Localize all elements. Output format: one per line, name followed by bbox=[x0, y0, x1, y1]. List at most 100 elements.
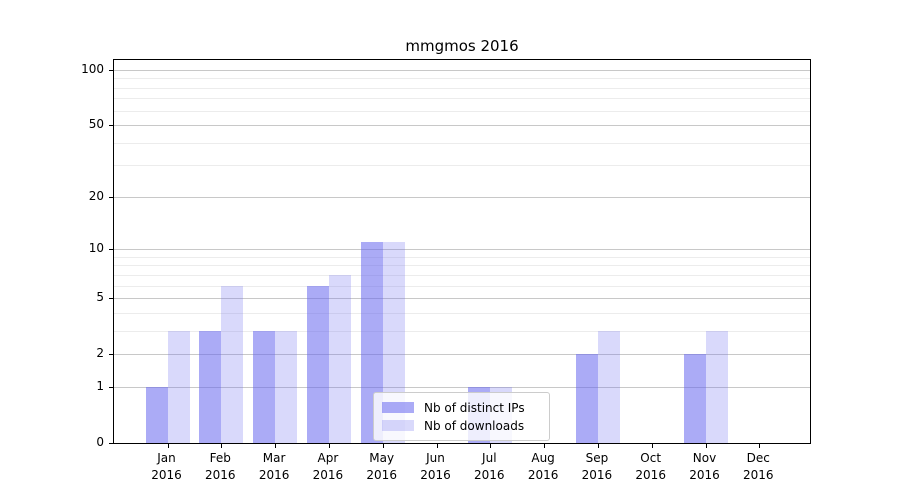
x-tick-label-year: 2016 bbox=[635, 468, 666, 482]
major-gridline-10 bbox=[114, 249, 810, 250]
x-tick-label-feb: Feb 2016 bbox=[205, 450, 236, 484]
x-tick-label-month: Jan bbox=[157, 451, 176, 465]
x-tick-label-year: 2016 bbox=[420, 468, 451, 482]
x-tick-mark-feb bbox=[221, 444, 222, 448]
x-tick-label-oct: Oct 2016 bbox=[635, 450, 666, 484]
x-tick-label-apr: Apr 2016 bbox=[313, 450, 344, 484]
major-gridline-20 bbox=[114, 197, 810, 198]
y-tick-mark-2 bbox=[109, 354, 113, 355]
x-tick-label-year: 2016 bbox=[581, 468, 613, 482]
x-tick-label-year: 2016 bbox=[312, 468, 344, 482]
x-tick-label-month: Mar bbox=[262, 451, 286, 465]
y-tick-label-2: 2 bbox=[96, 346, 104, 360]
x-tick-label-month: Nov bbox=[692, 451, 717, 465]
minor-gridline-4 bbox=[114, 313, 810, 314]
legend-item-distinct-ips: Nb of distinct IPs bbox=[382, 399, 541, 416]
x-tick-label-sep: Sep 2016 bbox=[582, 450, 613, 484]
x-tick-label-month: Aug bbox=[531, 451, 555, 465]
y-tick-label-20: 20 bbox=[88, 189, 104, 203]
x-tick-label-year: 2016 bbox=[689, 468, 720, 482]
y-tick-label-100: 100 bbox=[81, 62, 104, 76]
bar-feb-downloads bbox=[221, 285, 244, 443]
bar-mar-distinct-ips bbox=[253, 330, 276, 443]
x-tick-label-month: Jul bbox=[482, 451, 497, 465]
y-tick-mark-50 bbox=[109, 125, 113, 126]
x-axis-tick-labels: Jan 2016 Feb 2016 Mar 2016 Apr 2016 May 2016 Jun 20… bbox=[113, 450, 811, 492]
legend: Nb of distinct IPs Nb of downloads bbox=[373, 392, 550, 441]
minor-gridline-6 bbox=[114, 286, 810, 287]
legend-swatch-downloads-icon bbox=[382, 420, 414, 431]
y-tick-mark-0 bbox=[109, 443, 113, 444]
bars-layer bbox=[114, 60, 810, 443]
plot-area bbox=[109, 59, 811, 448]
minor-gridline-80 bbox=[114, 88, 810, 89]
legend-swatch-distinct-ips-icon bbox=[382, 402, 414, 413]
bar-jan-downloads bbox=[167, 330, 190, 443]
major-gridline-50 bbox=[114, 125, 810, 126]
x-tick-mark-apr bbox=[329, 444, 330, 448]
x-tick-label-nov: Nov 2016 bbox=[689, 450, 720, 484]
x-tick-label-year: 2016 bbox=[205, 468, 236, 482]
x-tick-label-month: Jun bbox=[426, 451, 445, 465]
x-tick-label-jun: Jun 2016 bbox=[420, 450, 451, 484]
minor-gridline-9 bbox=[114, 257, 810, 258]
y-tick-label-10: 10 bbox=[88, 241, 104, 255]
x-tick-label-jul: Jul 2016 bbox=[474, 450, 505, 484]
x-tick-mark-nov bbox=[706, 444, 707, 448]
y-tick-mark-100 bbox=[109, 70, 113, 71]
bar-apr-downloads bbox=[328, 274, 351, 443]
x-tick-label-month: Sep bbox=[585, 451, 609, 465]
minor-gridline-30 bbox=[114, 165, 810, 166]
bar-apr-distinct-ips bbox=[306, 285, 329, 443]
bar-jan-distinct-ips bbox=[145, 386, 168, 443]
y-tick-mark-10 bbox=[109, 249, 113, 250]
x-tick-label-year: 2016 bbox=[474, 468, 505, 482]
x-tick-mark-may bbox=[383, 444, 384, 448]
x-tick-label-aug: Aug 2016 bbox=[528, 450, 559, 484]
bar-feb-distinct-ips bbox=[199, 330, 222, 443]
x-tick-label-year: 2016 bbox=[151, 468, 182, 482]
legend-label-distinct-ips: Nb of distinct IPs bbox=[424, 400, 525, 415]
x-tick-label-year: 2016 bbox=[258, 468, 290, 482]
y-tick-label-50: 50 bbox=[88, 117, 104, 131]
x-tick-label-jan: Jan 2016 bbox=[151, 450, 182, 484]
x-tick-label-mar: Mar 2016 bbox=[259, 450, 290, 484]
major-gridline-5 bbox=[114, 298, 810, 299]
y-tick-label-1: 1 bbox=[96, 379, 104, 393]
chart-title: mmgmos 2016 bbox=[405, 37, 519, 55]
legend-item-downloads: Nb of downloads bbox=[382, 417, 541, 434]
minor-gridline-60 bbox=[114, 111, 810, 112]
gridlines-layer bbox=[114, 60, 810, 443]
x-tick-label-month: May bbox=[369, 451, 395, 465]
x-tick-label-year: 2016 bbox=[366, 468, 397, 482]
y-tick-mark-5 bbox=[109, 298, 113, 299]
minor-gridline-8 bbox=[114, 265, 810, 266]
major-gridline-1 bbox=[114, 387, 810, 388]
major-gridline-2 bbox=[114, 354, 810, 355]
minor-gridline-70 bbox=[114, 98, 810, 99]
y-tick-label-5: 5 bbox=[96, 290, 104, 304]
y-tick-mark-20 bbox=[109, 197, 113, 198]
major-gridline-100 bbox=[114, 70, 810, 71]
y-tick-mark-1 bbox=[109, 387, 113, 388]
x-tick-mark-jan bbox=[168, 444, 169, 448]
bar-sep-distinct-ips bbox=[575, 354, 598, 443]
x-tick-label-year: 2016 bbox=[527, 468, 559, 482]
tick-marks-layer bbox=[109, 60, 810, 448]
minor-gridline-7 bbox=[114, 275, 810, 276]
x-tick-mark-mar bbox=[275, 444, 276, 448]
x-tick-mark-aug bbox=[544, 444, 545, 448]
minor-gridline-3 bbox=[114, 331, 810, 332]
bar-sep-downloads bbox=[597, 330, 620, 443]
x-tick-label-dec: Dec 2016 bbox=[743, 450, 774, 484]
x-tick-label-month: Feb bbox=[209, 451, 231, 465]
bar-nov-downloads bbox=[705, 330, 728, 443]
y-axis-tick-labels: 0 1 2 5 10 20 50 100 bbox=[58, 59, 104, 449]
y-tick-label-0: 0 bbox=[96, 435, 104, 449]
x-tick-label-month: Oct bbox=[640, 451, 662, 465]
x-tick-label-month: Apr bbox=[317, 451, 339, 465]
x-tick-mark-dec bbox=[759, 444, 760, 448]
x-tick-label-month: Dec bbox=[746, 451, 770, 465]
x-tick-mark-oct bbox=[652, 444, 653, 448]
